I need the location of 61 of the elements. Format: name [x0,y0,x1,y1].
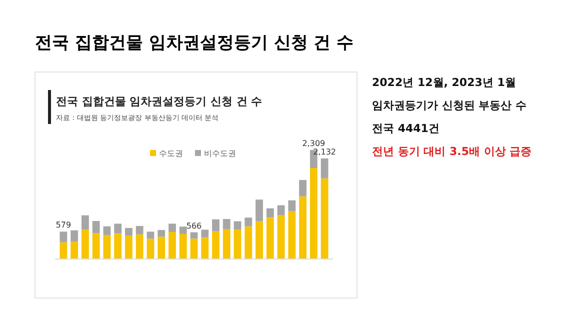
bar [103,226,111,236]
bar [212,231,220,259]
bar [288,211,296,259]
bar [168,232,176,259]
bar [103,235,111,259]
bar [158,236,166,259]
bar [234,230,242,259]
bar [82,230,89,259]
annotation: 579 [56,220,72,230]
bar [212,219,220,232]
bar [190,232,198,239]
bar [222,218,230,230]
annotation: 2,132 [313,147,336,156]
bar [277,205,285,215]
bar [60,242,68,259]
bar [125,228,132,236]
text: 전국 4441건 [372,122,440,135]
bar [256,200,263,222]
annotation: 2,309 [302,139,326,148]
chart-title: 전국 집합건물 임차권설정등기 신청 건 수 [35,33,354,53]
bar [82,215,89,230]
bar [114,224,122,234]
bar [299,180,306,196]
bar [222,229,230,259]
bar [277,214,285,259]
bar [92,220,100,234]
bar [320,158,328,178]
bar [190,238,198,259]
bar [168,224,176,232]
bar [70,230,78,242]
bar [256,221,263,259]
bar [146,238,154,259]
bar [244,226,252,259]
bar [201,237,209,259]
annotation: 566 [186,221,202,230]
bar [244,218,252,226]
text: 전년 동기 대비 3.5배 이상 급증 [372,145,532,158]
bar [60,232,68,242]
bar [146,232,154,239]
bar [201,230,209,238]
bar [266,217,274,259]
bar [70,242,78,259]
bar [320,178,328,259]
bar [234,221,242,230]
bar [158,230,166,237]
legend-label: 비수도권 [204,149,236,158]
bar [114,233,122,259]
bar [179,226,187,234]
bar [136,226,144,234]
text: 임차권등기가 신청된 부동산 수 [372,99,526,112]
bar [266,208,274,218]
bar [288,200,296,212]
bar [299,196,306,259]
chart-subtitle: 전국 집합건물 임차권설정등기 신청 건 수 [56,95,262,108]
bar [136,234,144,259]
text: 2022년 12월, 2023년 1월 [372,76,516,89]
bar [179,234,187,259]
bar [92,233,100,259]
bar [310,168,318,259]
bar [125,236,132,259]
legend-label: 수도권 [159,149,183,158]
